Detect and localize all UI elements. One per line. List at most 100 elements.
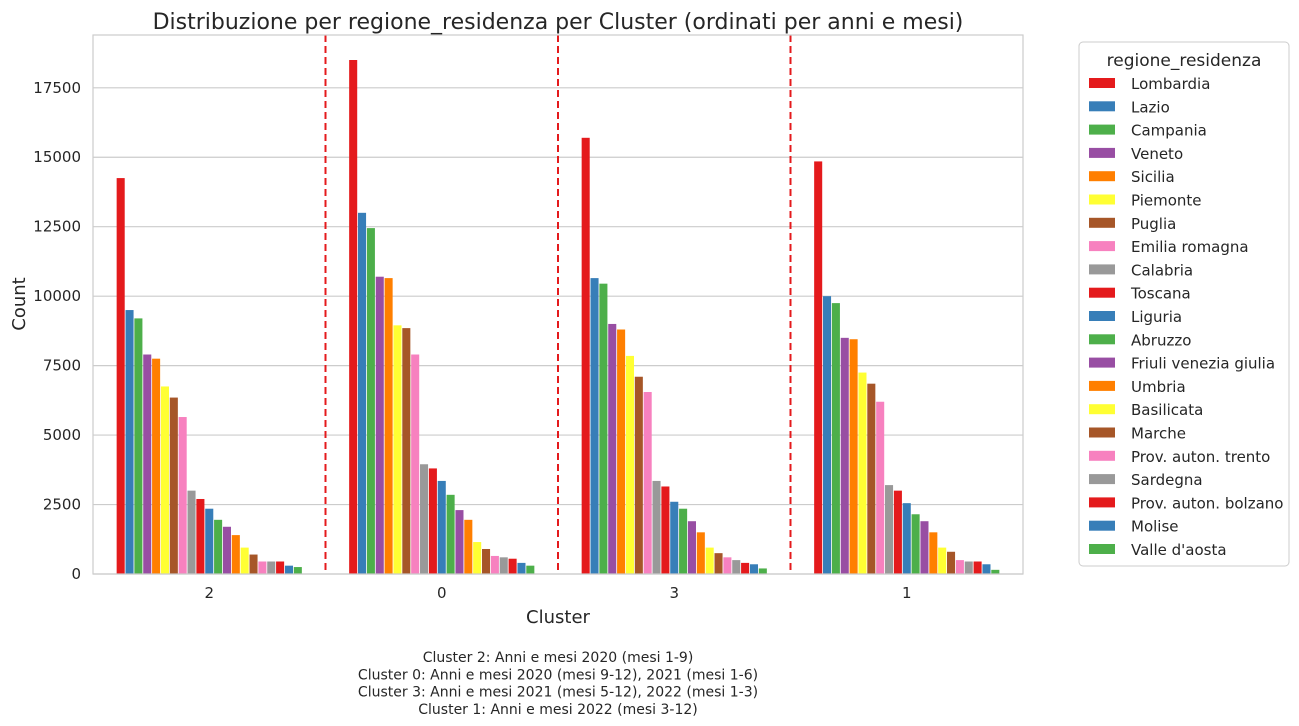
- bar: [849, 339, 858, 574]
- bar: [885, 485, 894, 574]
- bar: [964, 561, 973, 574]
- bar: [464, 519, 473, 574]
- legend-swatch: [1089, 101, 1115, 112]
- legend-swatch: [1089, 404, 1115, 415]
- bar: [508, 558, 517, 574]
- bar: [526, 565, 535, 574]
- y-tick-label: 17500: [33, 79, 81, 97]
- bar: [187, 490, 196, 574]
- legend-swatch: [1089, 474, 1115, 485]
- x-tick-label: 1: [902, 584, 912, 602]
- legend-label: Friuli venezia giulia: [1131, 355, 1275, 373]
- legend-swatch: [1089, 357, 1115, 368]
- legend-swatch: [1089, 334, 1115, 345]
- legend-label: Puglia: [1131, 215, 1176, 233]
- legend-label: Lombardia: [1131, 75, 1210, 93]
- bar: [723, 557, 732, 574]
- bar: [517, 562, 526, 574]
- legend: regione_residenza Lombardia Lazio Campania…: [1078, 41, 1290, 567]
- legend-items: Lombardia Lazio Campania Veneto Sicilia Piemo…: [1089, 75, 1283, 559]
- legend-title: regione_residenza: [1107, 51, 1262, 71]
- x-tick-label: 2: [204, 584, 214, 602]
- bar: [152, 358, 161, 574]
- bar: [625, 355, 634, 574]
- bar: [823, 296, 832, 574]
- bar: [982, 564, 991, 574]
- bar: [590, 278, 599, 574]
- y-tick-label: 10000: [33, 287, 81, 305]
- bar: [284, 565, 293, 574]
- bar: [384, 278, 393, 574]
- bar: [446, 494, 455, 574]
- legend-swatch: [1089, 124, 1115, 135]
- bar: [240, 547, 249, 574]
- y-axis-label: Count: [9, 277, 30, 330]
- bar: [293, 567, 302, 574]
- bar: [840, 337, 849, 574]
- legend-label: Umbria: [1131, 378, 1186, 396]
- legend-swatch: [1089, 427, 1115, 438]
- legend-swatch: [1089, 194, 1115, 205]
- bar: [276, 561, 285, 574]
- bar: [696, 532, 705, 574]
- y-tick-label: 5000: [43, 426, 81, 444]
- legend-label: Prov. auton. bolzano: [1131, 494, 1283, 512]
- bar: [393, 325, 402, 574]
- bar: [973, 561, 982, 574]
- legend-label: Valle d'aosta: [1131, 541, 1227, 559]
- bar: [205, 508, 214, 574]
- bar: [814, 161, 823, 574]
- bar: [214, 519, 223, 574]
- y-tick-label: 12500: [33, 218, 81, 236]
- bar: [473, 542, 482, 574]
- legend-swatch: [1089, 147, 1115, 158]
- bar: [955, 560, 964, 574]
- bar: [876, 401, 885, 574]
- bar: [911, 514, 920, 574]
- bar: [599, 283, 608, 574]
- legend-swatch: [1089, 497, 1115, 508]
- bar: [893, 490, 902, 574]
- legend-label: Marche: [1131, 425, 1186, 443]
- legend-swatch: [1089, 450, 1115, 461]
- y-tick-labels: 0 2500 5000 7500 10000 12500 15000 17500: [33, 79, 81, 583]
- bar: [116, 178, 125, 574]
- caption-line: Cluster 0: Anni e mesi 2020 (mesi 9-12),…: [358, 667, 758, 683]
- y-tick-label: 2500: [43, 496, 81, 514]
- bar: [267, 561, 276, 574]
- bar: [661, 486, 670, 574]
- legend-swatch: [1089, 380, 1115, 391]
- bar: [741, 562, 750, 574]
- bar: [143, 354, 152, 574]
- legend-label: Molise: [1131, 518, 1179, 536]
- bar: [349, 60, 358, 575]
- bar: [455, 510, 464, 574]
- legend-swatch: [1089, 241, 1115, 252]
- caption: Cluster 2: Anni e mesi 2020 (mesi 1-9)Cl…: [358, 650, 758, 718]
- legend-label: Lazio: [1131, 98, 1170, 116]
- caption-line: Cluster 1: Anni e mesi 2022 (mesi 3-12): [418, 702, 698, 718]
- x-tick-label: 0: [437, 584, 447, 602]
- y-tick-label: 0: [71, 565, 81, 583]
- bar: [831, 303, 840, 574]
- bar: [231, 535, 240, 574]
- bar: [991, 569, 1000, 574]
- bar: [643, 392, 652, 574]
- bar: [222, 526, 231, 574]
- bar: [581, 137, 590, 575]
- bar: [867, 383, 876, 574]
- bar: [134, 318, 143, 574]
- bar: [858, 372, 867, 574]
- legend-swatch: [1089, 520, 1115, 531]
- bar: [679, 508, 688, 574]
- bar: [714, 553, 723, 574]
- legend-swatch: [1089, 544, 1115, 554]
- legend-label: Calabria: [1131, 261, 1193, 279]
- bar: [947, 551, 956, 574]
- bar: [420, 464, 429, 574]
- separator-layer: [324, 35, 792, 574]
- bar: [196, 498, 205, 574]
- bar: [902, 503, 911, 574]
